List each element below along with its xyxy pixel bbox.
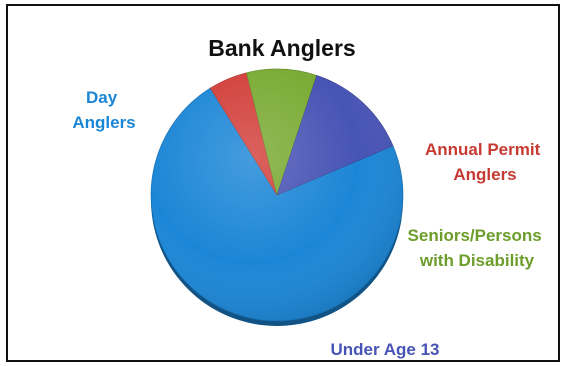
label-annual-permit-anglers: Annual Permit Anglers <box>425 140 545 184</box>
chart-title: Bank Anglers <box>208 35 355 61</box>
label-seniors-persons-with-disability: Seniors/Persons with Disability <box>408 226 547 270</box>
label-under-age-13: Under Age 13 <box>331 340 440 359</box>
label-day-anglers: Day Anglers <box>72 88 135 132</box>
pie-slices <box>150 68 404 322</box>
